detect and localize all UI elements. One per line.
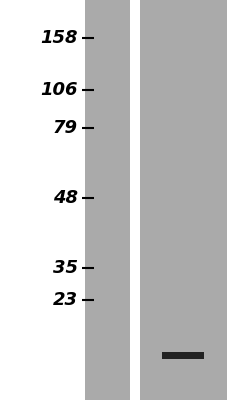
Bar	[129, 0, 139, 400]
Text: 79: 79	[53, 119, 78, 137]
Text: 158: 158	[40, 29, 78, 47]
Text: 23: 23	[53, 291, 78, 309]
Bar	[139, 0, 227, 400]
Bar	[85, 0, 134, 400]
Text: 106: 106	[40, 81, 78, 99]
Bar	[161, 352, 203, 358]
Text: 48: 48	[53, 189, 78, 207]
Text: 35: 35	[53, 259, 78, 277]
